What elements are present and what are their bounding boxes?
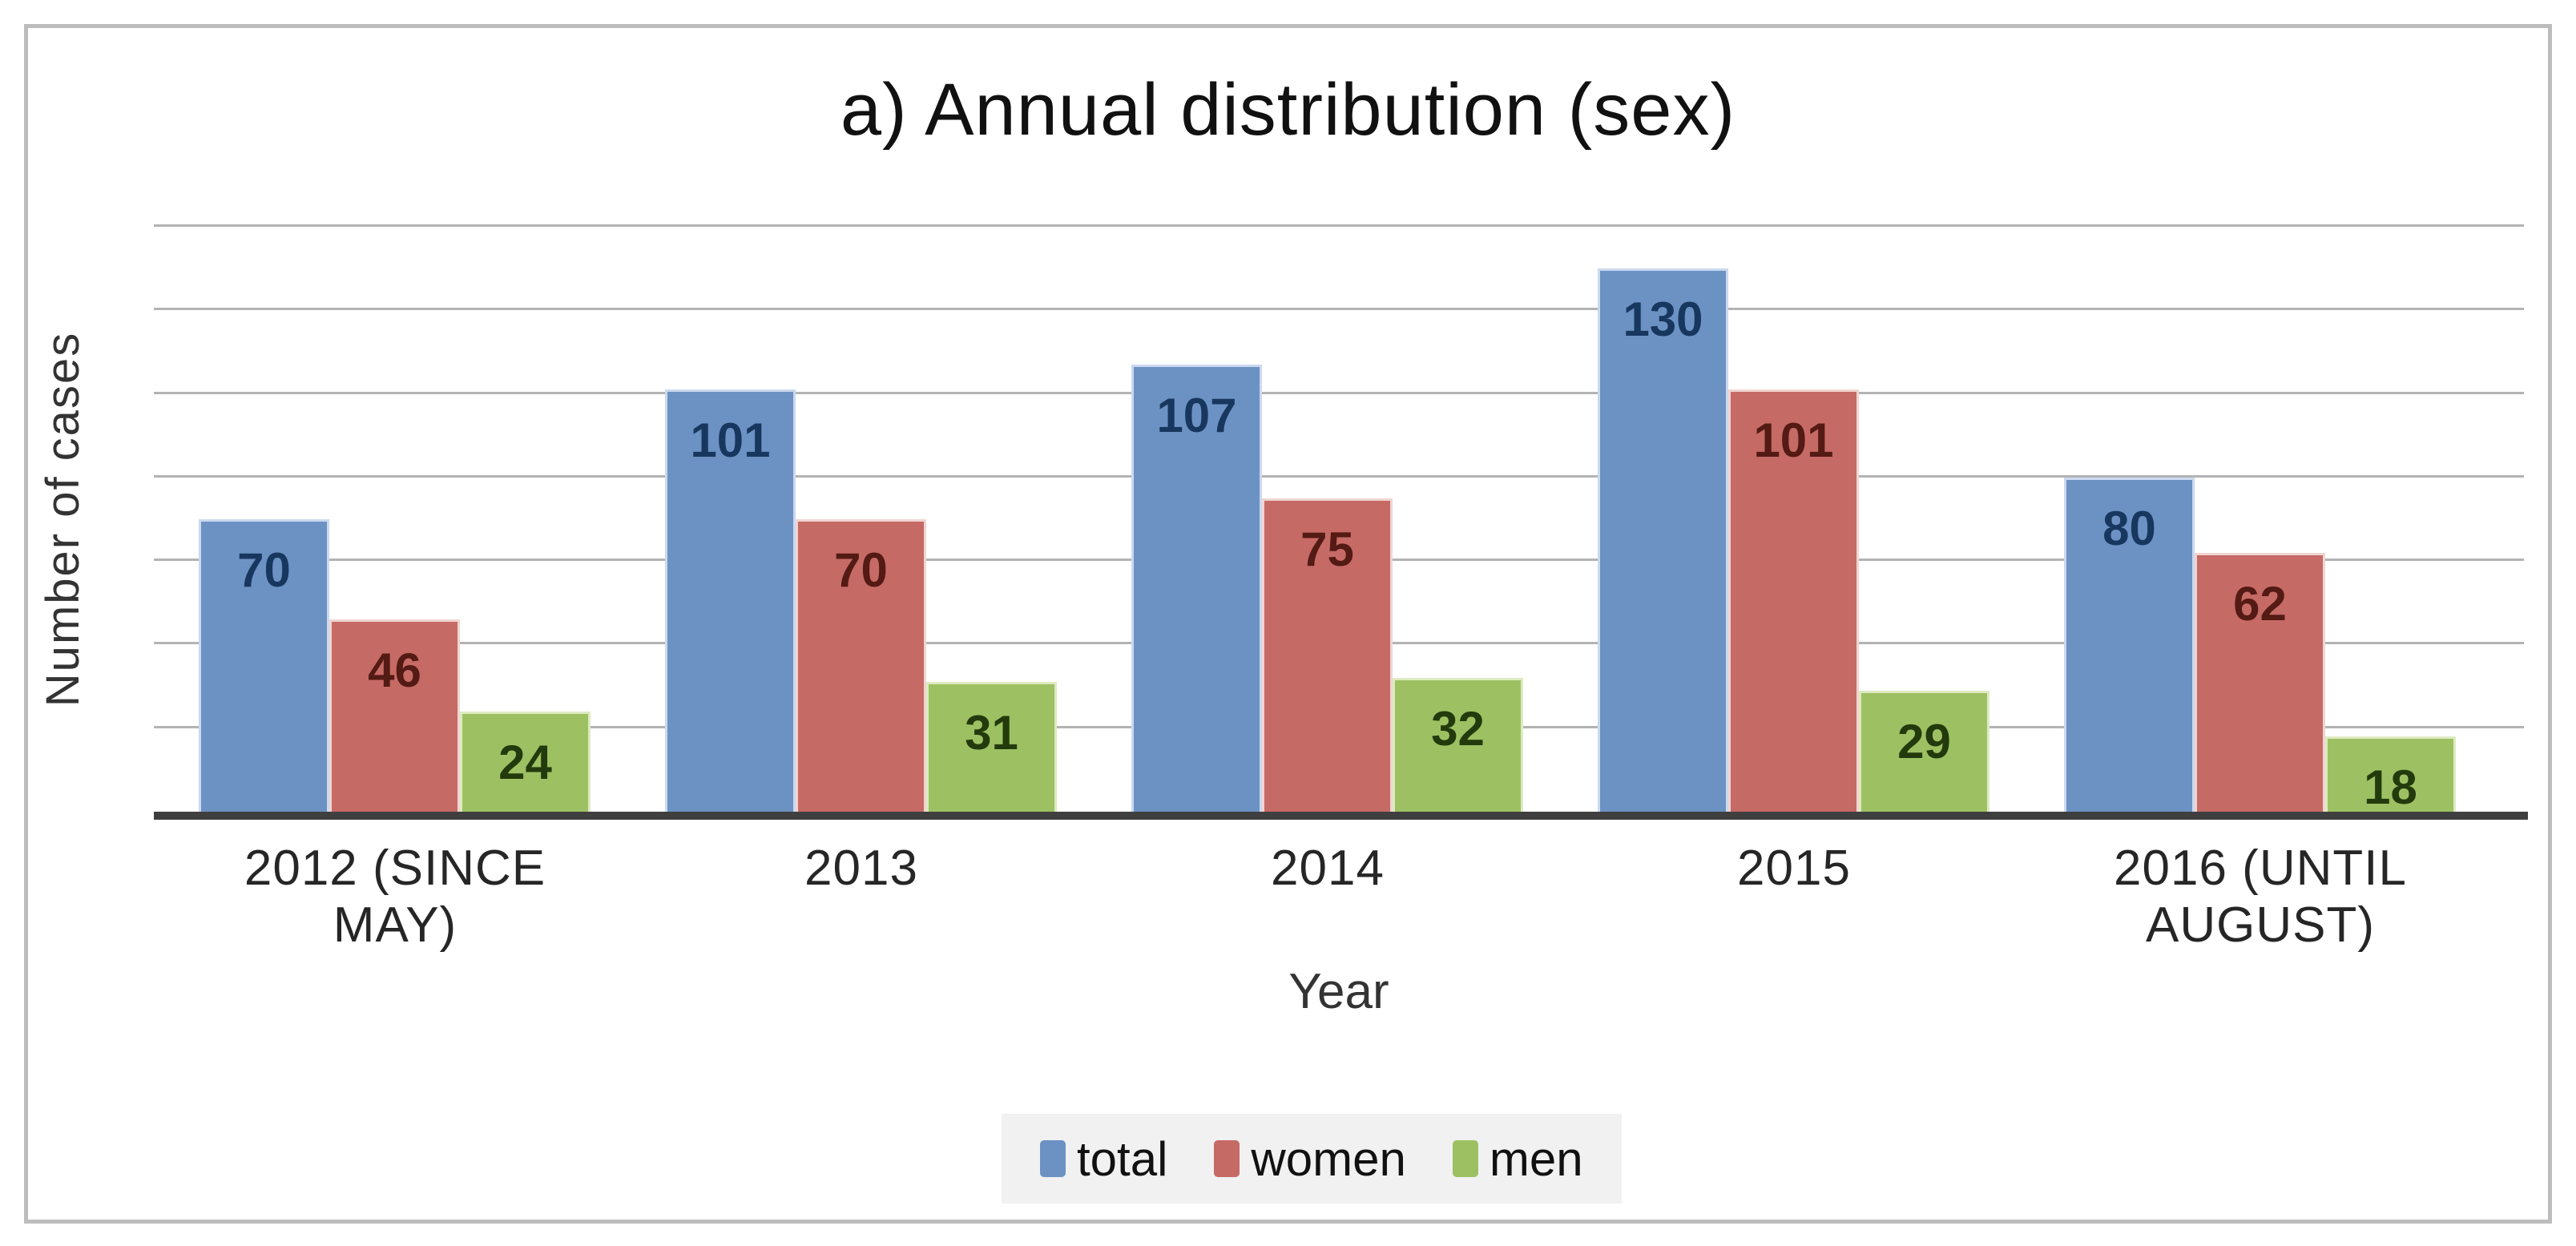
bar-value-label: 62 bbox=[2233, 577, 2287, 631]
bar-women: 101 bbox=[1728, 389, 1859, 812]
legend-item-total: total bbox=[1040, 1131, 1167, 1187]
x-axis-tick-label: 2015 bbox=[1737, 841, 1851, 896]
bar-value-label: 101 bbox=[690, 413, 771, 467]
bar-value-label: 24 bbox=[498, 736, 552, 789]
bar-value-label: 31 bbox=[965, 706, 1018, 760]
bar-value-label: 18 bbox=[2364, 760, 2417, 814]
bar-total: 130 bbox=[1598, 268, 1728, 812]
bar-men: 32 bbox=[1393, 678, 1523, 812]
bar-women: 46 bbox=[329, 619, 460, 812]
bar-total: 101 bbox=[665, 389, 796, 812]
gridline-140 bbox=[154, 224, 2524, 227]
legend-swatch-men bbox=[1452, 1140, 1478, 1177]
bar-value-label: 75 bbox=[1300, 522, 1354, 576]
gridline-100 bbox=[154, 391, 2524, 394]
bar-group: 107 75 32 bbox=[1131, 365, 1523, 812]
x-axis-title: Year bbox=[1288, 964, 1389, 1019]
bar-value-label: 130 bbox=[1623, 292, 1703, 346]
bar-women: 62 bbox=[2195, 553, 2325, 812]
legend-swatch-women bbox=[1214, 1140, 1240, 1177]
legend-label: women bbox=[1251, 1131, 1406, 1186]
legend-swatch-total bbox=[1040, 1140, 1066, 1177]
legend-item-men: men bbox=[1452, 1131, 1583, 1187]
legend-label: total bbox=[1077, 1131, 1168, 1186]
bar-men: 31 bbox=[926, 682, 1057, 812]
legend-label: men bbox=[1489, 1131, 1583, 1186]
bar-value-label: 70 bbox=[834, 543, 888, 597]
bar-women: 70 bbox=[796, 519, 926, 812]
bar-men: 18 bbox=[2325, 736, 2456, 814]
bar-total: 80 bbox=[2064, 478, 2195, 812]
x-axis-tick-label: 2013 bbox=[804, 841, 918, 896]
gridline-120 bbox=[154, 308, 2524, 311]
bar-group: 130 101 29 bbox=[1598, 268, 1989, 812]
bar-group: 80 62 18 bbox=[2064, 478, 2456, 814]
bar-value-label: 29 bbox=[1897, 715, 1951, 768]
bar-value-label: 107 bbox=[1156, 389, 1237, 442]
bar-group: 70 46 24 bbox=[199, 519, 591, 812]
chart-title: a) Annual distribution (sex) bbox=[840, 69, 1736, 151]
bar-value-label: 80 bbox=[2102, 502, 2156, 555]
gridline-80 bbox=[154, 474, 2524, 478]
x-axis-tick-label: 2014 bbox=[1271, 841, 1385, 896]
bar-value-label: 32 bbox=[1431, 702, 1485, 756]
plot-area: 70 46 24 101 70 31 107 75 32 130 101 29 80 62 18 bbox=[154, 224, 2524, 814]
x-axis-tick-label: 2016 (UNTIL AUGUST) bbox=[2114, 841, 2407, 954]
bar-value-label: 101 bbox=[1753, 413, 1834, 467]
y-axis-title: Number of cases bbox=[37, 331, 89, 708]
bar-value-label: 46 bbox=[368, 643, 421, 697]
x-axis-line bbox=[154, 812, 2528, 820]
bar-total: 70 bbox=[199, 519, 329, 812]
bar-total: 107 bbox=[1131, 365, 1262, 812]
bar-men: 29 bbox=[1859, 691, 1989, 812]
legend: total women men bbox=[1002, 1114, 1622, 1204]
bar-women: 75 bbox=[1262, 498, 1393, 812]
legend-item-women: women bbox=[1214, 1131, 1406, 1187]
bar-group: 101 70 31 bbox=[665, 389, 1057, 812]
bar-value-label: 70 bbox=[237, 543, 291, 597]
bar-men: 24 bbox=[460, 712, 591, 812]
x-axis-tick-label: 2012 (SINCE MAY) bbox=[244, 841, 546, 954]
